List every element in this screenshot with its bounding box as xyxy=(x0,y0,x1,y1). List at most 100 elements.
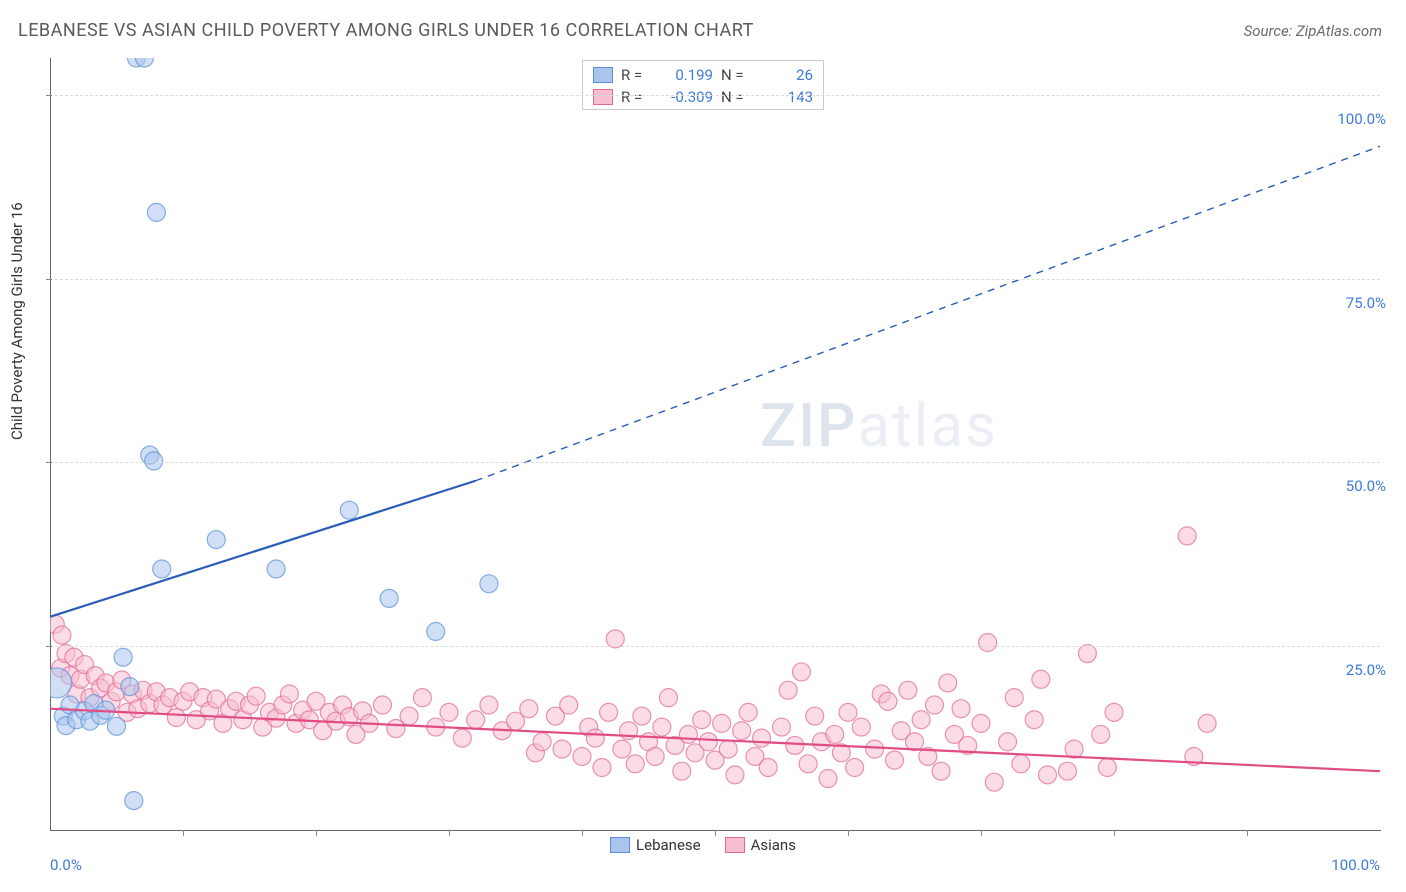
legend-item-lebanese: Lebanese xyxy=(610,836,701,854)
legend-item-asians: Asians xyxy=(725,836,796,854)
data-point xyxy=(653,718,671,736)
data-point xyxy=(480,696,498,714)
legend-label-asians: Asians xyxy=(751,836,796,854)
data-point xyxy=(979,634,997,652)
stat-n-lebanese: 26 xyxy=(757,66,813,84)
data-point xyxy=(886,751,904,769)
data-point xyxy=(533,733,551,751)
regression-line-lebanese-dashed xyxy=(476,146,1380,481)
data-point xyxy=(693,711,711,729)
data-point xyxy=(879,692,897,710)
stat-r-label-2: R = xyxy=(621,88,649,106)
regression-line-lebanese xyxy=(50,481,476,617)
x-tick xyxy=(316,830,317,836)
data-point xyxy=(779,681,797,699)
data-point xyxy=(53,626,71,644)
data-point xyxy=(380,589,398,607)
data-point xyxy=(739,703,757,721)
stat-r-asians: -0.309 xyxy=(657,88,713,106)
data-point xyxy=(1198,714,1216,732)
data-point xyxy=(593,759,611,777)
data-point xyxy=(999,733,1017,751)
stat-n-label-2: N = xyxy=(721,88,749,106)
chart-title: LEBANESE VS ASIAN CHILD POVERTY AMONG GI… xyxy=(18,20,754,41)
data-point xyxy=(1012,755,1030,773)
data-point xyxy=(480,575,498,593)
data-point xyxy=(413,689,431,707)
gridline xyxy=(50,95,1380,96)
data-point xyxy=(340,501,358,519)
stat-r-label: R = xyxy=(621,66,649,84)
data-point xyxy=(1078,645,1096,663)
data-point xyxy=(440,703,458,721)
data-point xyxy=(1039,766,1057,784)
data-point xyxy=(799,755,817,773)
data-point xyxy=(147,203,165,221)
data-point xyxy=(633,707,651,725)
chart-svg xyxy=(50,58,1380,830)
data-point xyxy=(826,725,844,743)
data-point xyxy=(1032,670,1050,688)
x-tick xyxy=(1114,830,1115,836)
data-point xyxy=(806,707,824,725)
x-tick xyxy=(981,830,982,836)
data-point xyxy=(753,729,771,747)
data-point xyxy=(153,560,171,578)
chart-source: Source: ZipAtlas.com xyxy=(1244,22,1382,40)
y-tick-label: 50.0% xyxy=(1346,477,1386,495)
data-point xyxy=(786,736,804,754)
data-point xyxy=(846,759,864,777)
data-point xyxy=(733,722,751,740)
data-point xyxy=(400,707,418,725)
data-point xyxy=(1005,689,1023,707)
legend-series: Lebanese Asians xyxy=(610,836,796,854)
data-point xyxy=(1105,703,1123,721)
data-point xyxy=(560,696,578,714)
swatch-lebanese xyxy=(593,67,613,83)
data-point xyxy=(626,755,644,773)
x-tick xyxy=(848,830,849,836)
data-point xyxy=(207,531,225,549)
data-point xyxy=(985,773,1003,791)
data-point xyxy=(773,718,791,736)
data-point xyxy=(646,747,664,765)
data-point xyxy=(952,700,970,718)
x-tick xyxy=(1247,830,1248,836)
x-tick-label-right: 100.0% xyxy=(1331,856,1380,874)
data-point xyxy=(247,687,265,705)
data-point xyxy=(659,689,677,707)
data-point xyxy=(613,740,631,758)
data-point xyxy=(939,674,957,692)
data-point xyxy=(839,703,857,721)
gridline xyxy=(50,279,1380,280)
data-point xyxy=(280,685,298,703)
data-point xyxy=(121,678,139,696)
data-point xyxy=(467,711,485,729)
data-point xyxy=(586,729,604,747)
y-tick xyxy=(46,462,52,463)
data-point xyxy=(1058,762,1076,780)
data-point xyxy=(145,452,163,470)
data-point xyxy=(819,770,837,788)
data-point xyxy=(573,747,591,765)
stat-n-asians: 143 xyxy=(757,88,813,106)
data-point xyxy=(699,733,717,751)
swatch-asians-b xyxy=(725,837,745,853)
data-point xyxy=(1092,725,1110,743)
data-point xyxy=(899,681,917,699)
swatch-lebanese-b xyxy=(610,837,630,853)
x-tick xyxy=(715,830,716,836)
gridline xyxy=(50,462,1380,463)
data-point xyxy=(1098,759,1116,777)
data-point xyxy=(267,560,285,578)
data-point xyxy=(719,740,737,758)
legend-row-lebanese: R = 0.199 N = 26 xyxy=(593,64,813,86)
y-tick xyxy=(46,279,52,280)
data-point xyxy=(673,762,691,780)
data-point xyxy=(427,622,445,640)
data-point xyxy=(1178,527,1196,545)
data-point xyxy=(374,696,392,714)
stat-r-lebanese: 0.199 xyxy=(657,66,713,84)
data-point xyxy=(792,663,810,681)
legend-row-asians: R = -0.309 N = 143 xyxy=(593,86,813,108)
